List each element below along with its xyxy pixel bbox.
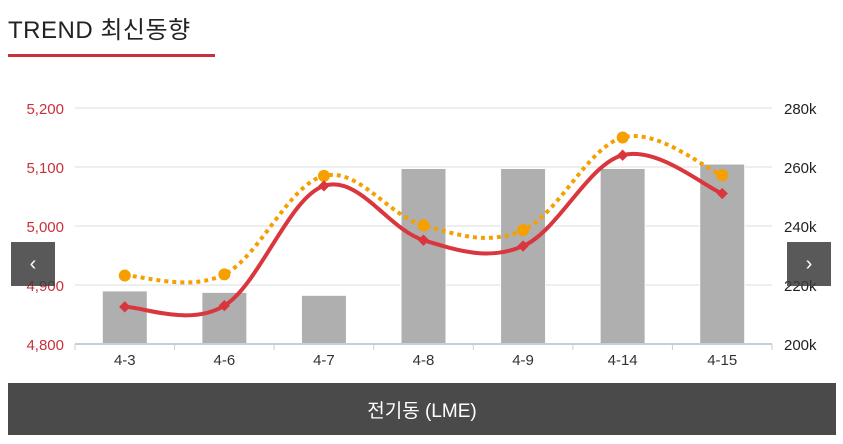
x-tick-label: 4-8	[413, 352, 435, 369]
y-right-tick-label: 200k	[784, 337, 817, 354]
chevron-left-icon[interactable]: ‹	[11, 242, 55, 286]
data-point-orange	[218, 268, 231, 281]
bar	[101, 290, 148, 345]
y-right-tick-label: 260k	[784, 160, 817, 177]
data-point-red	[517, 240, 529, 252]
y-left-tick-label: 5,000	[26, 219, 64, 236]
x-tick-label: 4-7	[313, 352, 335, 369]
data-point-orange	[517, 224, 530, 237]
data-point-orange	[417, 219, 430, 232]
y-right-tick-label: 240k	[784, 219, 817, 236]
chevron-right-icon[interactable]: ›	[787, 242, 831, 286]
x-tick-label: 4-15	[707, 352, 737, 369]
bar	[599, 167, 646, 345]
y-right-tick-label: 280k	[784, 101, 817, 118]
x-tick-label: 4-9	[512, 352, 534, 369]
bar	[400, 167, 447, 345]
chart-caption: 전기동 (LME)	[8, 383, 836, 435]
y-left-tick-label: 5,200	[26, 101, 64, 118]
data-point-orange	[118, 269, 131, 282]
data-point-orange	[716, 169, 729, 182]
data-point-red	[417, 234, 430, 246]
bar	[300, 294, 347, 345]
data-point-red	[318, 180, 330, 192]
data-point-red	[616, 149, 629, 161]
data-point-red	[218, 299, 231, 312]
data-point-red	[716, 187, 728, 200]
y-left-tick-label: 4,800	[26, 337, 64, 354]
x-tick-label: 4-3	[114, 352, 136, 369]
x-tick-label: 4-6	[214, 352, 236, 369]
y-left-tick-label: 5,100	[26, 160, 64, 177]
title-underline	[8, 54, 215, 57]
data-point-orange	[616, 131, 629, 144]
data-point-orange	[317, 169, 330, 182]
page-title: TREND 최신동향	[8, 17, 191, 44]
x-tick-label: 4-14	[608, 352, 638, 369]
bar	[500, 167, 547, 345]
